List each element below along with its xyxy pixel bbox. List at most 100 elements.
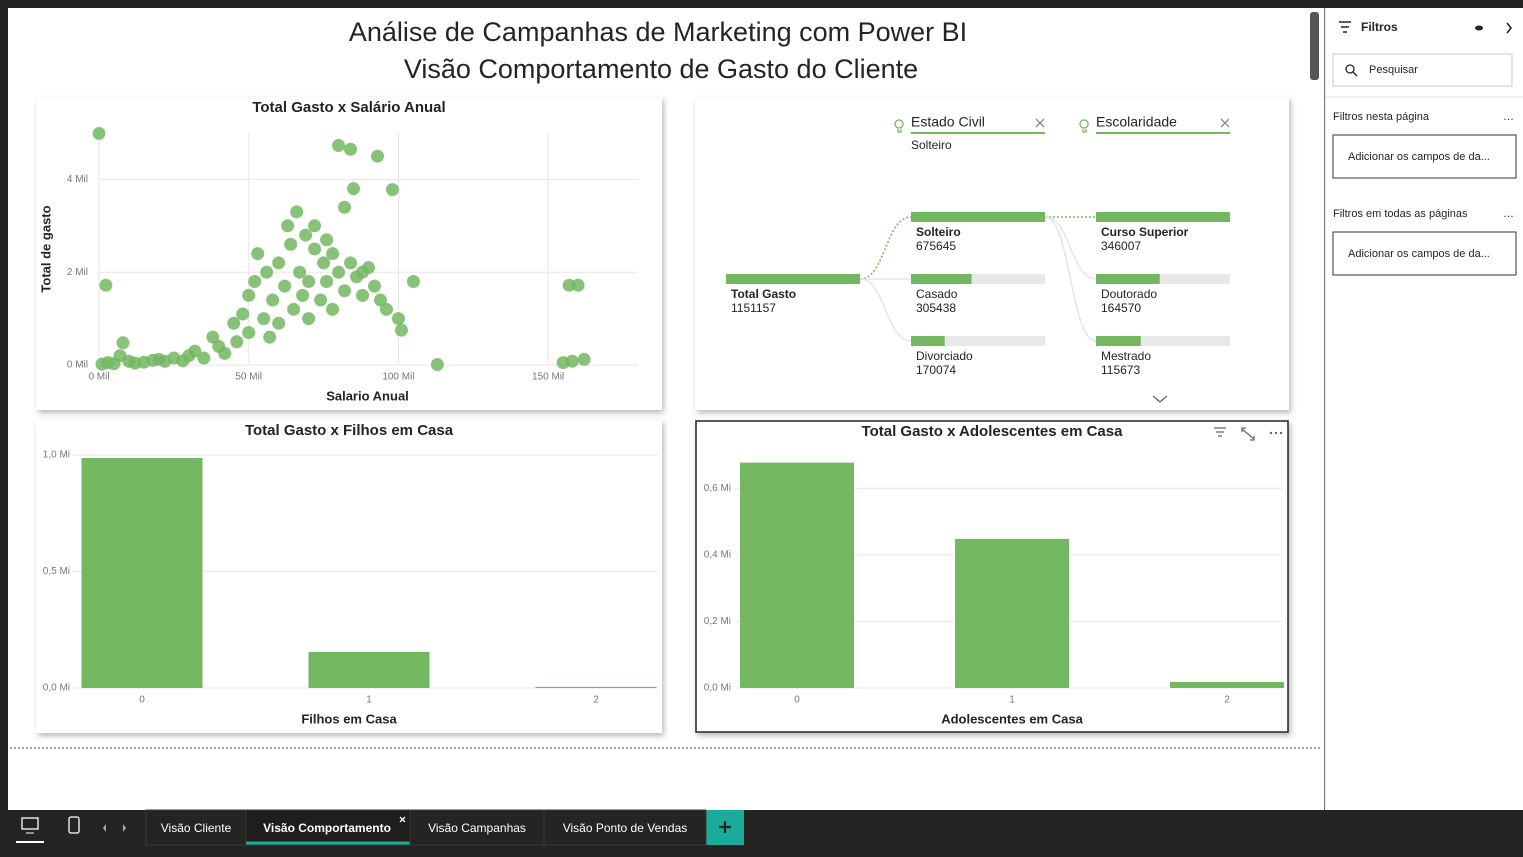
scatter-point[interactable] [317,256,331,270]
scatter-point[interactable] [332,265,346,279]
scatter-point[interactable] [347,182,361,196]
scatter-point[interactable] [99,278,113,292]
scatter-point[interactable] [230,335,244,349]
scatter-point[interactable] [308,242,322,256]
bar[interactable] [308,651,430,688]
scatter-point[interactable] [236,307,250,321]
scatter-point[interactable] [299,228,313,242]
decomp-bar[interactable] [1096,336,1141,346]
scatter-point[interactable] [302,312,316,326]
scatter-point[interactable] [257,312,271,326]
scatter-point[interactable] [272,316,286,330]
drop-zone[interactable] [1332,231,1517,276]
page-tab[interactable] [543,809,707,846]
scatter-point[interactable] [302,274,316,288]
scatter-point[interactable] [562,278,576,292]
scatter-point[interactable] [92,126,106,140]
desktop-view-icon[interactable] [21,817,39,830]
scatter-point[interactable] [356,288,370,302]
scatter-point[interactable] [370,149,384,163]
x-axis-title: Salario Anual [326,388,409,403]
scatter-point[interactable] [290,205,304,219]
scatter-point[interactable] [242,326,256,340]
scatter-point[interactable] [287,302,301,316]
scatter-point[interactable] [385,183,399,197]
drop-zone[interactable] [1332,134,1517,179]
scatter-point[interactable] [326,302,340,316]
focus-icon[interactable] [1241,427,1255,441]
scatter-point[interactable] [242,288,256,302]
y-tick-label: 0,0 Mi [43,683,70,694]
scatter-point[interactable] [116,336,130,350]
bar[interactable] [740,462,854,688]
scatter-point[interactable] [296,288,310,302]
scatter-point[interactable] [308,219,322,233]
more-icon[interactable]: … [1503,208,1514,220]
page-tab[interactable] [245,809,411,846]
scatter-point[interactable] [326,247,340,261]
scatter-point[interactable] [320,274,334,288]
decomp-bar[interactable] [911,274,972,284]
scatter-point[interactable] [251,247,265,261]
scatter-point[interactable] [379,302,393,316]
prev-page-icon[interactable] [103,824,106,832]
scatter-point[interactable] [266,293,280,307]
bar[interactable] [955,538,1069,688]
scatter-point[interactable] [227,316,241,330]
scatter-point[interactable] [248,274,262,288]
scatter-point[interactable] [263,330,277,344]
scatter-point[interactable] [278,279,292,293]
scrollbar-thumb[interactable] [1310,12,1319,80]
scatter-point[interactable] [338,200,352,214]
filter-icon[interactable] [1214,427,1226,437]
scatter-point[interactable] [344,256,358,270]
scatter-point[interactable] [188,344,202,358]
decomp-bar[interactable] [1096,212,1230,222]
scatter-point[interactable] [373,293,387,307]
scatter-point[interactable] [571,278,585,292]
decomp-bar[interactable] [726,274,860,284]
collapse-icon[interactable] [1506,22,1513,34]
page-tab[interactable] [409,809,545,846]
visibility-icon[interactable] [1475,25,1483,31]
scatter-point[interactable] [293,265,307,279]
scatter-point[interactable] [197,351,211,365]
scatter-point[interactable] [260,265,274,279]
remove-level-icon[interactable] [1220,118,1230,128]
page-tab[interactable] [145,809,247,846]
scatter-point[interactable] [272,256,286,270]
scatter-point[interactable] [344,142,358,156]
expand-chevron[interactable] [1152,395,1168,403]
decomp-bar[interactable] [1096,274,1160,284]
search-box[interactable] [1332,53,1513,87]
scatter-point[interactable] [314,293,328,307]
more-icon[interactable] [1269,431,1283,435]
scatter-point[interactable] [362,261,375,275]
scatter-point[interactable] [320,233,334,247]
scatter-point[interactable] [218,346,232,360]
more-icon[interactable]: … [1503,111,1514,123]
decomp-bar[interactable] [911,212,1045,222]
scatter-point[interactable] [338,284,352,298]
next-page-icon[interactable] [123,824,126,832]
scatter-point[interactable] [367,279,381,293]
decomp-bar[interactable] [911,336,945,346]
bar[interactable] [535,686,657,688]
scatter-point[interactable] [281,219,295,233]
scatter-point[interactable] [577,352,591,366]
scatter-point[interactable] [394,323,408,337]
remove-level-icon[interactable] [1035,118,1045,128]
bar[interactable] [81,458,203,688]
scatter-point[interactable] [406,274,420,288]
bar[interactable] [1170,682,1284,688]
scatter-point[interactable] [284,237,298,251]
close-tab-icon[interactable] [399,816,406,823]
visual-panel[interactable] [695,97,1289,410]
mobile-view-icon[interactable] [68,816,80,834]
scatter-point[interactable] [565,354,579,368]
scatter-point[interactable] [430,358,444,372]
scatter-point[interactable] [332,139,346,153]
scatter-point[interactable] [391,312,405,326]
scatter-point[interactable] [206,330,220,344]
x-tick-label: 0 [139,695,145,706]
